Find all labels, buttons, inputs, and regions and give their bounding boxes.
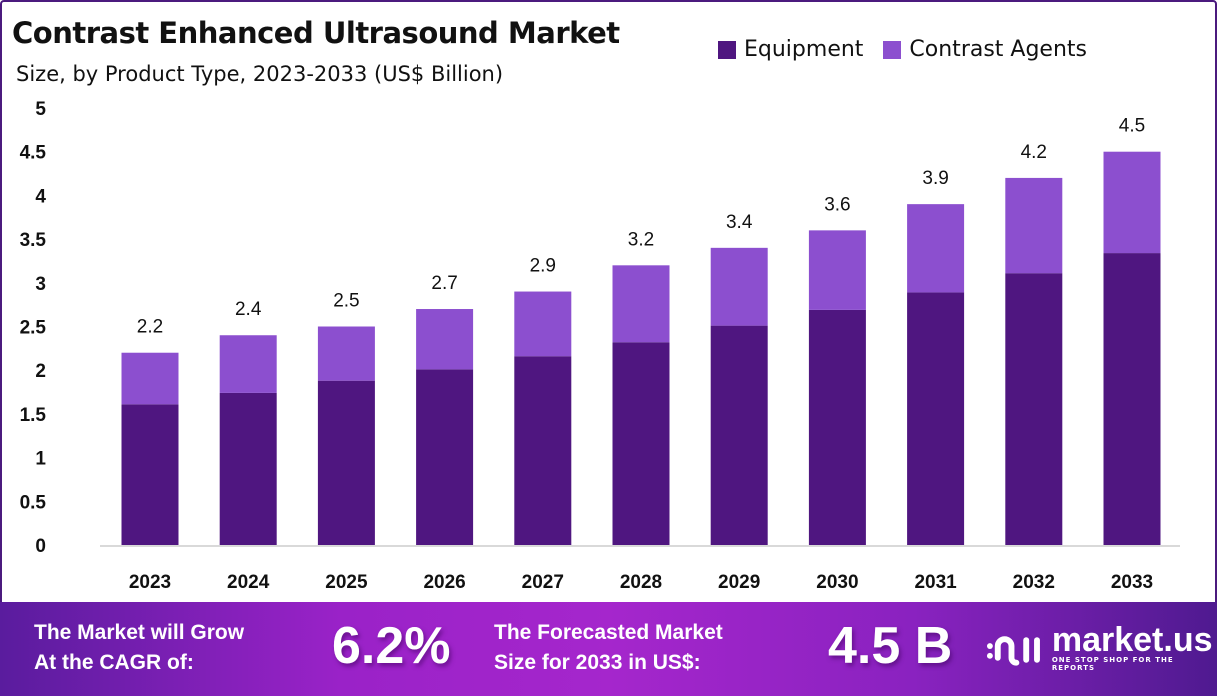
y-tick-label: 1: [35, 449, 46, 470]
bar-contrast-agents-2032: [1005, 177, 1063, 274]
bar-equipment-2024: [219, 392, 277, 545]
data-label-total-2027: 2.9: [530, 256, 556, 277]
y-tick-label: 0: [35, 536, 46, 557]
bar-contrast-agents-2033: [1103, 151, 1161, 254]
data-label-total-2033: 4.5: [1119, 116, 1145, 137]
bar-contrast-agents-2023: [121, 352, 179, 405]
bar-contrast-agents-2028: [612, 265, 670, 343]
data-label-total-2026: 2.7: [431, 273, 457, 294]
y-tick-label: 5: [35, 99, 46, 120]
logo-tagline: ONE STOP SHOP FOR THE REPORTS: [1051, 656, 1174, 672]
bar-equipment-2028: [612, 342, 670, 545]
y-tick-label: 2: [35, 361, 46, 382]
forecast-value: 4.5 B: [828, 617, 953, 675]
bar-contrast-agents-2026: [416, 309, 474, 370]
y-tick-label: 0.5: [20, 492, 47, 513]
cagr-label: The Market will Grow At the CAGR of:: [34, 618, 244, 678]
bar-contrast-agents-2029: [710, 247, 768, 326]
y-tick-label: 1.5: [20, 405, 47, 426]
legend-label-equipment: Equipment: [744, 37, 864, 62]
logo-name: market.us: [1051, 621, 1213, 659]
x-tick-label-2026: 2026: [423, 572, 465, 593]
x-tick-label-2033: 2033: [1111, 572, 1153, 593]
data-label-total-2032: 4.2: [1021, 142, 1047, 163]
legend-swatch-contrast-agents: [883, 40, 902, 59]
bar-equipment-2025: [317, 380, 375, 545]
data-label-total-2025: 2.5: [333, 291, 359, 312]
forecast-label: The Forecasted Market Size for 2033 in U…: [494, 618, 723, 678]
x-tick-label-2027: 2027: [522, 572, 564, 593]
chart-subtitle: Size, by Product Type, 2023-2033 (US$ Bi…: [16, 62, 504, 86]
bar-equipment-2029: [710, 325, 768, 545]
bar-contrast-agents-2025: [317, 326, 375, 381]
bar-equipment-2023: [121, 404, 179, 545]
legend: Equipment Contrast Agents: [718, 37, 1087, 62]
bar-contrast-agents-2024: [219, 335, 277, 393]
data-label-total-2024: 2.4: [235, 299, 262, 320]
x-tick-label-2024: 2024: [227, 572, 270, 593]
bar-equipment-2027: [514, 356, 572, 545]
x-tick-label-2028: 2028: [620, 572, 662, 593]
bar-equipment-2031: [907, 292, 965, 545]
chart-title: Contrast Enhanced Ultrasound Market: [12, 16, 620, 50]
legend-item-equipment: Equipment: [718, 37, 863, 62]
bar-contrast-agents-2027: [514, 291, 572, 357]
x-tick-label-2023: 2023: [129, 572, 171, 593]
y-tick-label: 4: [35, 186, 46, 207]
forecast-label-line2: Size for 2033 in US$:: [494, 651, 701, 674]
y-tick-label: 3.5: [20, 230, 47, 251]
bar-equipment-2030: [808, 309, 866, 545]
cagr-label-line1: The Market will Grow: [34, 621, 245, 644]
data-label-total-2023: 2.2: [137, 317, 163, 338]
x-tick-label-2031: 2031: [914, 572, 957, 593]
x-tick-label-2030: 2030: [816, 572, 858, 593]
y-tick-label: 3: [35, 274, 46, 295]
y-tick-label: 2.5: [20, 318, 47, 339]
data-label-total-2030: 3.6: [824, 194, 850, 215]
x-tick-label-2029: 2029: [718, 572, 760, 593]
logo-mark-icon: [986, 636, 1040, 666]
bar-equipment-2026: [416, 369, 474, 545]
legend-item-contrast-agents: Contrast Agents: [883, 37, 1087, 62]
legend-label-contrast-agents: Contrast Agents: [909, 37, 1088, 62]
bar-contrast-agents-2030: [808, 230, 866, 310]
bar-chart: 0 0.5 1 1.5 2 2.5 3 3.5 4 4.5 5 2.2 2023 2.4 2024 2.5 20…: [20, 99, 1180, 593]
bar-contrast-agents-2031: [907, 204, 965, 293]
bar-equipment-2032: [1005, 273, 1063, 545]
data-label-total-2031: 3.9: [922, 168, 948, 189]
market-us-logo: market.us ONE STOP SHOP FOR THE REPORTS: [985, 621, 1217, 672]
x-tick-label-2025: 2025: [325, 572, 368, 593]
x-tick-label-2032: 2032: [1013, 572, 1055, 593]
summary-banner: The Market will Grow At the CAGR of: 6.2…: [0, 602, 1217, 696]
cagr-value: 6.2%: [332, 617, 451, 675]
cagr-label-line2: At the CAGR of:: [34, 651, 194, 674]
data-label-total-2028: 3.2: [628, 229, 654, 250]
y-tick-label: 4.5: [20, 143, 47, 164]
data-label-total-2029: 3.4: [726, 212, 753, 233]
forecast-label-line1: The Forecasted Market: [494, 621, 723, 644]
legend-swatch-equipment: [718, 40, 736, 59]
bar-equipment-2033: [1103, 253, 1161, 546]
